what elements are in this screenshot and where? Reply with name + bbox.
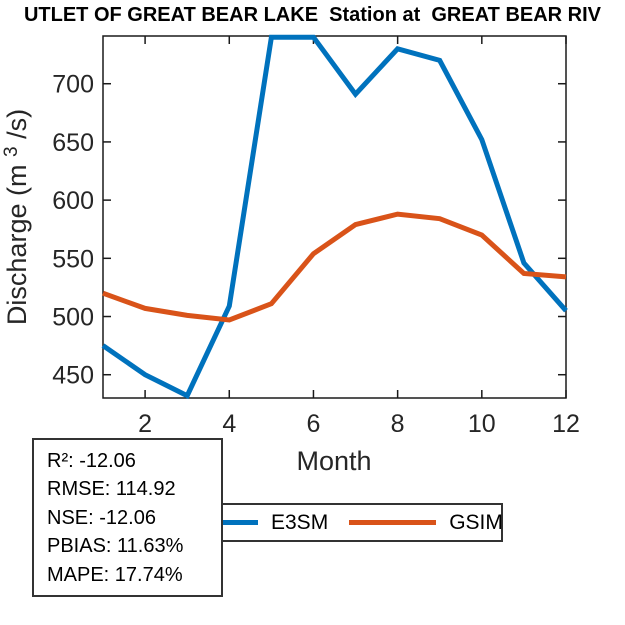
x-axis-label: Month <box>296 446 371 476</box>
e3sm-line <box>101 34 568 400</box>
gsim-line <box>102 211 567 323</box>
stats-box: R²: -12.06 RMSE: 114.92 NSE: -12.06 PBIA… <box>32 438 223 597</box>
x-tick-label: 4 <box>222 410 236 438</box>
stat-pbias: PBIAS: 11.63% <box>47 535 184 558</box>
y-axis-label-prefix: Discharge (m <box>2 165 32 326</box>
plot-border <box>102 35 567 399</box>
y-axis-label-superscript: 3 <box>1 146 22 157</box>
x-tick-label: 12 <box>552 410 580 438</box>
stat-mape: MAPE: 17.74% <box>47 563 183 586</box>
gsim-legend-label: GSIM <box>449 510 503 534</box>
e3sm-legend-label: E3SM <box>271 510 329 534</box>
stat-rmse: RMSE: 114.92 <box>47 478 176 501</box>
y-tick-label: 500 <box>52 304 94 332</box>
stat-r2: R²: -12.06 <box>47 450 136 472</box>
y-axis-label-suffix: /s) <box>2 109 32 139</box>
y-tick-label: 550 <box>52 245 94 273</box>
x-tick-label: 2 <box>138 410 152 438</box>
stat-nse: NSE: -12.06 <box>47 506 156 529</box>
x-tick-label: 8 <box>391 410 405 438</box>
x-tick-label: 6 <box>307 410 321 438</box>
chart-title: UTLET OF GREAT BEAR LAKE Station at GREA… <box>23 4 602 26</box>
y-axis-label: Discharge (m 3 /s) <box>0 109 32 325</box>
x-tick-label: 10 <box>468 410 496 438</box>
gsim-legend-line-sample <box>349 520 437 525</box>
y-tick-label: 700 <box>52 71 94 99</box>
y-tick-label: 600 <box>52 187 94 215</box>
y-tick-label: 450 <box>52 362 94 390</box>
y-tick-label: 650 <box>52 129 94 157</box>
